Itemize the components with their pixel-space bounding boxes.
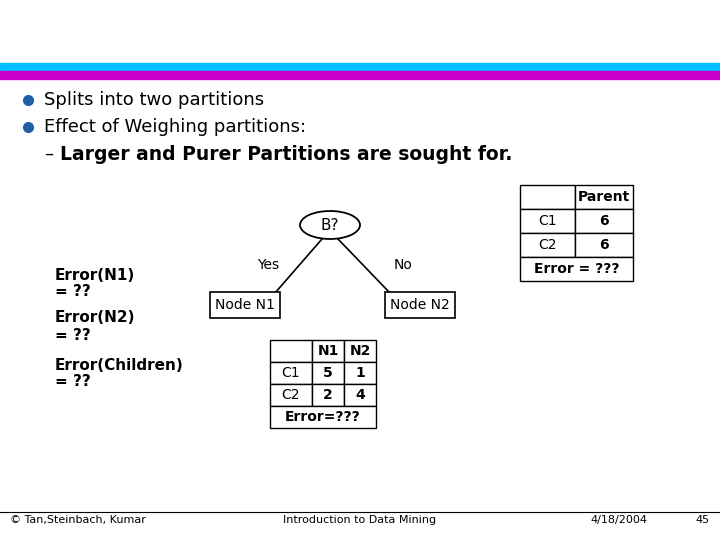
Bar xyxy=(575,209,633,233)
Bar xyxy=(575,185,633,209)
FancyBboxPatch shape xyxy=(210,292,280,318)
Text: Parent: Parent xyxy=(578,190,630,204)
Bar xyxy=(575,233,633,257)
Text: 2: 2 xyxy=(323,388,333,402)
Bar xyxy=(270,362,312,384)
Text: Error(Children): Error(Children) xyxy=(55,357,184,373)
Bar xyxy=(270,340,312,362)
Text: = ??: = ?? xyxy=(55,285,91,300)
Text: Error = ???: Error = ??? xyxy=(534,262,619,276)
Text: Error=???: Error=??? xyxy=(285,410,361,424)
Bar xyxy=(312,362,344,384)
Bar xyxy=(312,340,344,362)
Bar xyxy=(0,63,720,70)
Text: C2: C2 xyxy=(539,238,557,252)
Text: N1: N1 xyxy=(318,344,338,358)
Text: = ??: = ?? xyxy=(55,327,91,342)
Bar xyxy=(312,384,344,406)
Bar xyxy=(270,384,312,406)
Text: 1: 1 xyxy=(355,366,365,380)
Text: 6: 6 xyxy=(599,214,609,228)
Text: 4/18/2004: 4/18/2004 xyxy=(590,515,647,525)
Text: Error(N1): Error(N1) xyxy=(55,267,135,282)
Text: Error(N2): Error(N2) xyxy=(55,310,135,326)
Text: 5: 5 xyxy=(323,366,333,380)
Text: N2: N2 xyxy=(349,344,371,358)
Text: 4: 4 xyxy=(355,388,365,402)
Text: 6: 6 xyxy=(599,238,609,252)
FancyBboxPatch shape xyxy=(385,292,455,318)
Text: Node N2: Node N2 xyxy=(390,298,450,312)
Text: Introduction to Data Mining: Introduction to Data Mining xyxy=(284,515,436,525)
Bar xyxy=(520,209,575,233)
Text: Splits into two partitions: Splits into two partitions xyxy=(44,91,264,109)
Text: Node N1: Node N1 xyxy=(215,298,275,312)
Bar xyxy=(520,185,575,209)
Text: Yes: Yes xyxy=(257,258,279,272)
Text: Effect of Weighing partitions:: Effect of Weighing partitions: xyxy=(44,118,306,136)
Bar xyxy=(0,71,720,79)
Bar xyxy=(270,406,376,428)
Text: –: – xyxy=(44,145,53,163)
Text: C2: C2 xyxy=(282,388,300,402)
Text: C1: C1 xyxy=(538,214,557,228)
Text: B?: B? xyxy=(320,218,339,233)
Bar xyxy=(344,384,376,406)
Text: = ??: = ?? xyxy=(55,375,91,389)
Bar xyxy=(344,340,376,362)
Text: © Tan,Steinbach, Kumar: © Tan,Steinbach, Kumar xyxy=(10,515,146,525)
Text: C1: C1 xyxy=(282,366,300,380)
Bar xyxy=(520,257,633,281)
Text: 45: 45 xyxy=(695,515,709,525)
Bar xyxy=(344,362,376,384)
Text: No: No xyxy=(394,258,413,272)
Text: Larger and Purer Partitions are sought for.: Larger and Purer Partitions are sought f… xyxy=(60,145,513,164)
Bar xyxy=(520,233,575,257)
